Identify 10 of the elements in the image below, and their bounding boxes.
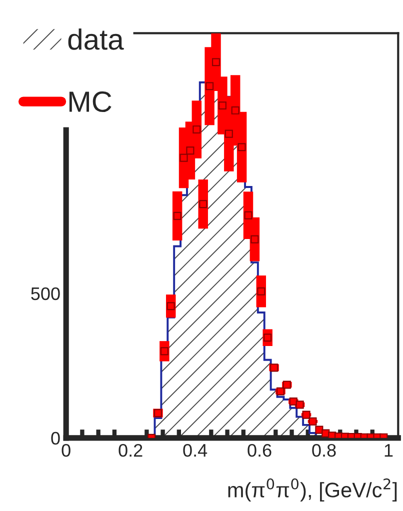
y-tick-label: 500 [31,287,60,300]
x-tick-label: 0.4 [183,444,208,457]
x-tick-label: 0.6 [248,444,272,457]
legend-label: MC [69,91,112,112]
x-axis-title: m(π$^{0}$π$^{0}$), [GeV/c$^{2}$] [228,478,397,502]
text: data [68,28,124,50]
x-tick-label: 1 [384,444,393,457]
x-tick-label: 0 [62,444,70,457]
x-tick-label: 0.2 [118,444,142,457]
x-tick-label: 0.8 [312,444,336,457]
